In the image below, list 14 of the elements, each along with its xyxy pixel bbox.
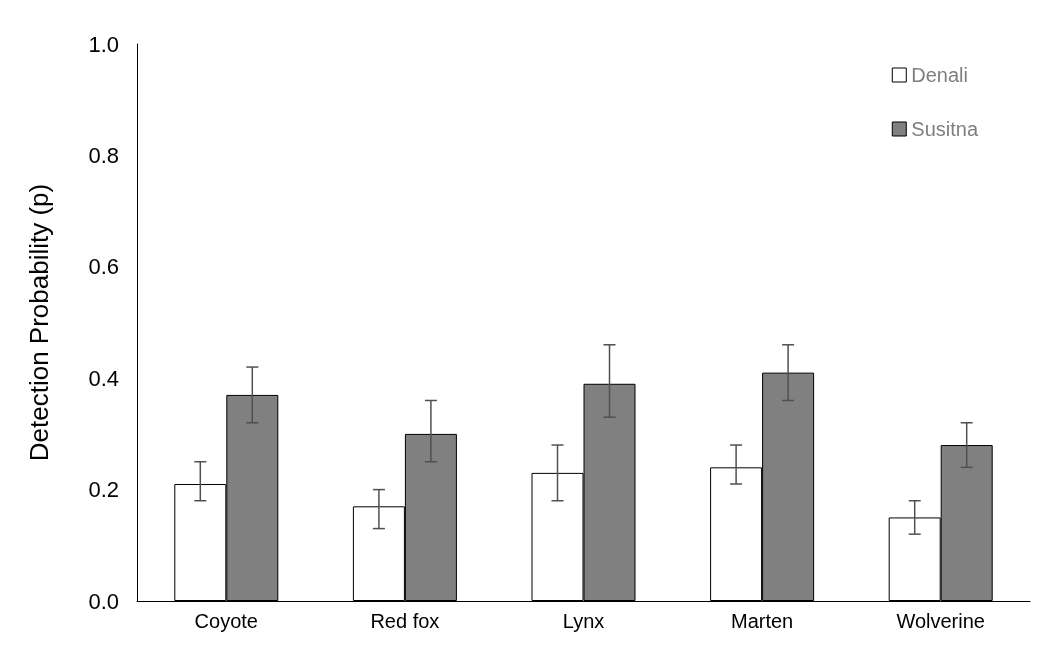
y-axis-title: Detection Probability (p)	[24, 183, 54, 462]
y-tick-label: 0.6	[88, 254, 119, 280]
y-tick-label: 0.4	[88, 365, 119, 391]
y-tick-label: 1.0	[88, 31, 119, 57]
x-tick-label: Red fox	[370, 610, 440, 632]
x-tick-label: Lynx	[562, 610, 605, 632]
y-tick-label: 0.0	[88, 588, 119, 614]
y-tick-label: 0.8	[88, 142, 119, 168]
legend-label: Susitna	[911, 118, 979, 140]
y-tick-label: 0.2	[88, 477, 119, 503]
x-tick-label: Marten	[730, 610, 794, 632]
x-tick-label: Wolverine	[896, 610, 985, 632]
x-tick-label: Coyote	[194, 610, 258, 632]
legend-label: Denali	[911, 64, 968, 86]
